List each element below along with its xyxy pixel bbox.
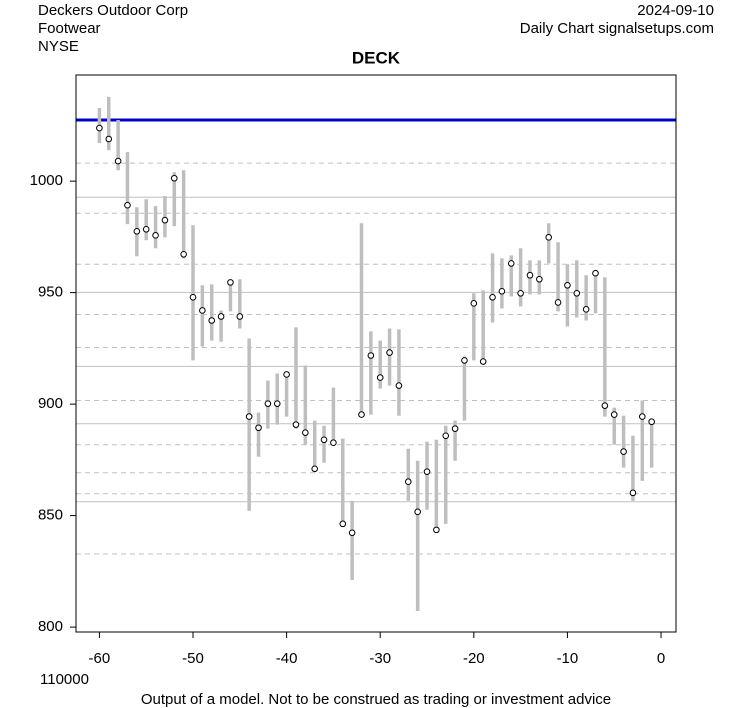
- point: [255, 424, 262, 432]
- point: [236, 313, 244, 320]
- y-tick-label: 850: [38, 507, 63, 524]
- point: [433, 526, 440, 534]
- point: [208, 317, 216, 324]
- point: [536, 275, 543, 283]
- point: [517, 289, 524, 297]
- date: 2024-09-10: [637, 2, 714, 19]
- point: [199, 307, 206, 314]
- point: [142, 226, 150, 233]
- company: Deckers Outdoor Corp: [38, 2, 188, 19]
- y-tick-label: 900: [38, 395, 63, 412]
- plot-frame: [75, 74, 677, 633]
- point: [180, 250, 187, 258]
- footer: Output of a model. Not to be construed a…: [141, 691, 611, 708]
- source: Daily Chart signalsetups.com: [520, 20, 714, 37]
- point: [320, 436, 328, 444]
- point: [283, 371, 290, 378]
- x-tick-label: -20: [463, 650, 485, 667]
- point: [404, 478, 412, 486]
- point: [367, 352, 375, 359]
- x-tick-label: -10: [557, 650, 579, 667]
- industry: Footwear: [38, 20, 101, 37]
- point: [629, 489, 637, 497]
- point: [507, 260, 515, 267]
- point: [564, 281, 571, 289]
- point: [311, 465, 318, 473]
- point: [554, 299, 562, 306]
- point: [133, 228, 141, 235]
- point: [526, 271, 534, 279]
- point: [152, 232, 159, 239]
- y-tick-label: 800: [38, 618, 63, 635]
- point: [648, 418, 655, 426]
- y-tick-label: 1000: [30, 172, 63, 189]
- point: [592, 269, 599, 277]
- point: [451, 425, 459, 432]
- point: [620, 448, 627, 455]
- x-tick-label: -50: [182, 650, 204, 667]
- x-tick-label: -30: [369, 650, 391, 667]
- point: [114, 157, 122, 165]
- point: [582, 306, 590, 313]
- point: [414, 508, 421, 516]
- point: [96, 124, 103, 132]
- point: [161, 216, 169, 224]
- point: [479, 358, 487, 365]
- point: [217, 313, 225, 320]
- point: [376, 374, 384, 381]
- point: [292, 421, 300, 428]
- point: [358, 411, 365, 418]
- point: [348, 529, 356, 537]
- point: [442, 432, 450, 440]
- point: [227, 279, 234, 286]
- y-tick-label: 950: [38, 284, 63, 301]
- x-tick-label: -40: [276, 650, 298, 667]
- point: [105, 135, 113, 143]
- point: [264, 400, 272, 407]
- point: [423, 468, 431, 475]
- corner-note: 110000: [40, 671, 89, 688]
- point: [386, 349, 393, 356]
- point: [498, 287, 506, 295]
- point: [470, 300, 478, 307]
- point: [189, 294, 197, 301]
- point: [170, 174, 178, 182]
- point: [245, 413, 253, 420]
- chart-title: DECK: [352, 48, 401, 67]
- point: [573, 289, 581, 297]
- point: [273, 400, 281, 407]
- point: [601, 402, 609, 409]
- x-tick-label: -60: [89, 650, 111, 667]
- point: [639, 413, 646, 420]
- point: [461, 357, 468, 364]
- point: [610, 411, 618, 418]
- point: [489, 294, 496, 301]
- point: [330, 439, 337, 446]
- point: [339, 520, 347, 528]
- point: [545, 234, 552, 241]
- x-tick-label: 0: [657, 650, 665, 667]
- exchange: NYSE: [38, 38, 79, 55]
- point: [124, 201, 131, 209]
- point: [302, 429, 309, 436]
- point: [395, 382, 403, 389]
